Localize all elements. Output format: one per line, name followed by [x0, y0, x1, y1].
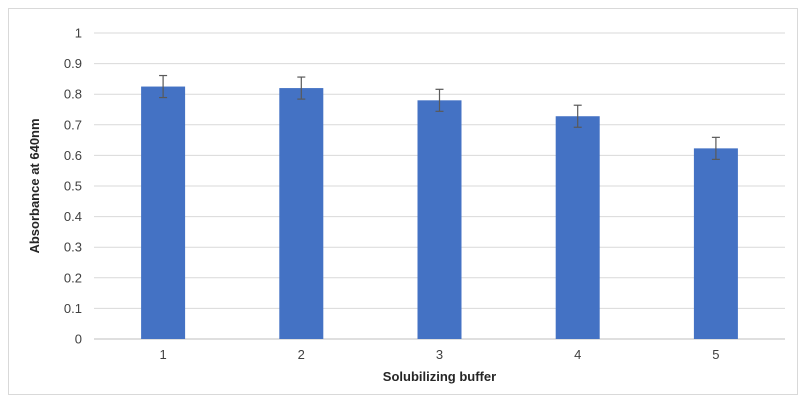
y-tick-label: 0.6 — [64, 148, 82, 163]
error-bars — [159, 74, 720, 160]
x-tick-label: 4 — [574, 347, 581, 362]
error-bar-3 — [435, 88, 444, 112]
x-tick-label: 2 — [298, 347, 305, 362]
y-tick-label: 0.2 — [64, 270, 82, 285]
y-tick-label: 0.9 — [64, 56, 82, 71]
y-tick-label: 0.5 — [64, 179, 82, 194]
x-tick-labels: 1 2 3 4 5 — [159, 347, 719, 362]
x-tick-label: 5 — [712, 347, 719, 362]
bar-5 — [693, 148, 738, 339]
bars — [141, 86, 738, 340]
bar-1 — [141, 86, 186, 339]
bar-4 — [555, 116, 600, 340]
bar-chart: 0 0.1 0.2 0.3 0.4 0.5 0.6 0.7 0.8 0.9 1 1 2 3 4 5 Solu… — [27, 26, 785, 384]
y-tick-label: 1 — [75, 26, 82, 41]
y-tick-label: 0.4 — [64, 209, 82, 224]
y-tick-label: 0.8 — [64, 87, 82, 102]
error-bar-5 — [711, 136, 720, 160]
error-bar-1 — [159, 74, 168, 99]
y-tick-label: 0 — [75, 332, 82, 347]
error-bar-4 — [573, 104, 582, 128]
bar-3 — [417, 100, 462, 339]
error-bar-2 — [297, 76, 306, 100]
y-tick-label: 0.3 — [64, 240, 82, 255]
y-tick-label: 0.1 — [64, 301, 82, 316]
x-tick-label: 3 — [436, 347, 443, 362]
x-axis-title: Solubilizing buffer — [383, 369, 496, 384]
y-axis-title: Absorbance at 640nm — [27, 118, 42, 253]
bar-2 — [279, 88, 324, 339]
y-tick-label: 0.7 — [64, 117, 82, 132]
y-tick-labels: 0 0.1 0.2 0.3 0.4 0.5 0.6 0.7 0.8 0.9 1 — [64, 26, 82, 347]
chart-area: 0 0.1 0.2 0.3 0.4 0.5 0.6 0.7 0.8 0.9 1 1 2 3 4 5 Solu… — [8, 8, 798, 395]
x-tick-label: 1 — [159, 347, 166, 362]
